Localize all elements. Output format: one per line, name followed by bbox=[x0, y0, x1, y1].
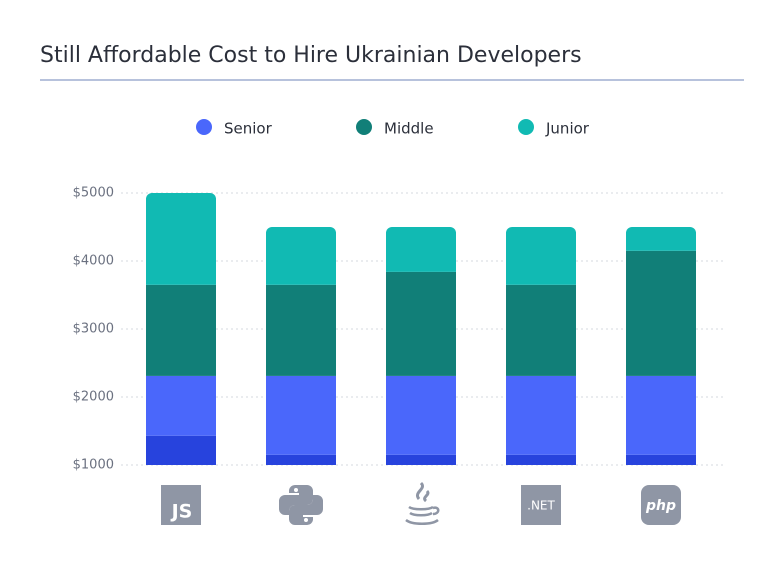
bar-stack bbox=[386, 227, 456, 465]
bar-segment bbox=[386, 375, 456, 455]
icon-java-cup bbox=[405, 505, 440, 525]
bar-segment bbox=[266, 227, 336, 285]
bar-segment bbox=[626, 250, 696, 376]
bar-stack bbox=[266, 227, 336, 465]
icon-java-steam bbox=[416, 481, 430, 503]
icon-net bbox=[521, 485, 561, 525]
bar-segment bbox=[506, 375, 576, 455]
bar-segment bbox=[626, 375, 696, 455]
bar-segment bbox=[146, 435, 216, 465]
bar-segment bbox=[506, 227, 576, 285]
bar-segment bbox=[506, 284, 576, 376]
bar-segment bbox=[386, 271, 456, 376]
legend-label: Senior bbox=[224, 120, 273, 138]
bar-segment bbox=[146, 193, 216, 285]
chart-title: Still Affordable Cost to Hire Ukrainian … bbox=[40, 43, 582, 68]
legend-swatch bbox=[356, 119, 372, 135]
bar-segment bbox=[626, 227, 696, 251]
bar-segment bbox=[146, 375, 216, 436]
icon-python-eye bbox=[304, 518, 308, 522]
bar-stack bbox=[626, 227, 696, 465]
bar-stack bbox=[146, 193, 216, 465]
legend-swatch bbox=[196, 119, 212, 135]
icon-js bbox=[161, 485, 201, 525]
bar-segment bbox=[266, 284, 336, 376]
y-tick-label: $3000 bbox=[73, 322, 114, 337]
bar-segment bbox=[386, 227, 456, 272]
legend-swatch bbox=[518, 119, 534, 135]
icon-text: php bbox=[645, 498, 676, 514]
y-tick-label: $1000 bbox=[73, 458, 114, 473]
icon-python-eye bbox=[294, 488, 298, 492]
icon-python bbox=[279, 484, 313, 515]
icon-text: JS bbox=[170, 501, 193, 523]
bar-segment bbox=[266, 454, 336, 465]
bar-segment bbox=[266, 375, 336, 455]
icon-php bbox=[641, 485, 681, 525]
bar-stack bbox=[506, 227, 576, 465]
legend-label: Junior bbox=[545, 120, 590, 138]
legend-label: Middle bbox=[384, 120, 434, 138]
y-tick-label: $2000 bbox=[73, 390, 114, 405]
bar-segment bbox=[386, 454, 456, 465]
bar-segment bbox=[146, 284, 216, 376]
icon-text: .NET bbox=[527, 499, 555, 513]
icon-python bbox=[289, 495, 323, 526]
bar-segment bbox=[506, 454, 576, 465]
bar-segment bbox=[626, 454, 696, 465]
y-tick-label: $5000 bbox=[73, 186, 114, 201]
y-tick-label: $4000 bbox=[73, 254, 114, 269]
